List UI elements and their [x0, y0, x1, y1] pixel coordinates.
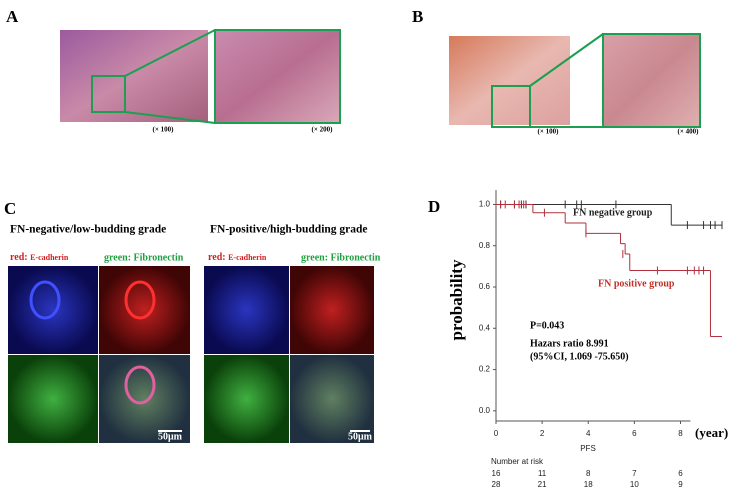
micrograph	[8, 266, 98, 354]
stain-marker: E-cadherin	[228, 253, 267, 262]
panel-label: B	[412, 7, 423, 26]
stain-label: green: Fibronectin	[104, 252, 184, 263]
panel-title: FN-positive/high-budding grade	[210, 224, 368, 236]
x-tick-label: 6	[632, 429, 637, 438]
x-tick-label: 0	[494, 429, 499, 438]
x-axis-title: PFS	[580, 444, 596, 453]
y-tick-label: 0.0	[479, 406, 491, 415]
series-label: FN negative group	[573, 207, 653, 218]
y-tick-label: 0.6	[479, 282, 491, 291]
panel-label: C	[4, 199, 16, 218]
x-axis-unit: (year)	[695, 425, 728, 440]
annotation: Hazars ratio 8.991	[530, 338, 609, 349]
risk-count: 6	[678, 469, 683, 478]
gland	[124, 365, 156, 405]
risk-count: 21	[538, 480, 547, 489]
risk-count: 7	[632, 469, 637, 478]
scale-label: 50μm	[348, 431, 373, 442]
x-tick-label: 8	[678, 429, 683, 438]
stain-label: red: E-cadherin	[10, 252, 69, 263]
risk-title: Number at risk	[491, 457, 544, 466]
zoom-frame	[602, 33, 701, 128]
x-tick-label: 2	[540, 429, 545, 438]
y-tick-label: 1.0	[479, 200, 491, 209]
micrograph	[204, 355, 289, 443]
risk-count: 8	[586, 469, 591, 478]
micrograph	[290, 355, 374, 443]
panel-title: FN-negative/low-budding grade	[10, 224, 166, 236]
micrograph	[449, 36, 570, 125]
gland	[124, 280, 156, 320]
risk-count: 10	[630, 480, 639, 489]
scale-label: 50μm	[158, 431, 183, 442]
magnification: (× 100)	[538, 128, 560, 136]
y-tick-label: 0.8	[479, 241, 491, 250]
zoom-line	[529, 33, 604, 87]
panel-label: A	[6, 7, 19, 26]
stain-label: green: Fibronectin	[301, 252, 381, 263]
micrograph	[215, 30, 340, 123]
stain-red: red:	[208, 252, 226, 263]
x-tick-label: 4	[586, 429, 591, 438]
risk-count: 28	[492, 480, 501, 489]
stain-label: red: E-cadherin	[208, 252, 267, 263]
zoom-line	[124, 29, 216, 77]
annotation: P=0.043	[530, 320, 564, 331]
magnification: (× 400)	[678, 128, 700, 136]
micrograph	[290, 266, 374, 354]
zoom-line	[124, 111, 216, 124]
magnification: (× 100)	[153, 126, 175, 134]
series-label: FN positive group	[598, 278, 675, 289]
fluorescence-grid	[8, 266, 374, 443]
risk-count: 11	[538, 469, 547, 478]
zoom-box	[491, 85, 531, 128]
micrograph	[204, 266, 289, 354]
risk-count: 16	[492, 469, 501, 478]
risk-count: 18	[584, 480, 593, 489]
gland	[29, 280, 61, 320]
risk-count: 9	[678, 480, 683, 489]
zoom-box	[91, 75, 126, 113]
zoom-frame	[214, 29, 341, 124]
micrograph	[8, 355, 98, 443]
micrograph	[603, 34, 700, 127]
annotation: (95%CI, 1.069 -75.650)	[530, 351, 629, 362]
panel-label: D	[428, 197, 440, 216]
stain-red: red:	[10, 252, 28, 263]
micrograph	[60, 30, 208, 122]
y-tick-label: 0.2	[479, 365, 491, 374]
magnification: (× 200)	[312, 126, 334, 134]
micrograph	[99, 266, 190, 354]
stain-marker: E-cadherin	[30, 253, 69, 262]
y-tick-label: 0.4	[479, 323, 491, 332]
micrograph	[99, 355, 190, 443]
y-axis-title: probability	[447, 259, 466, 340]
